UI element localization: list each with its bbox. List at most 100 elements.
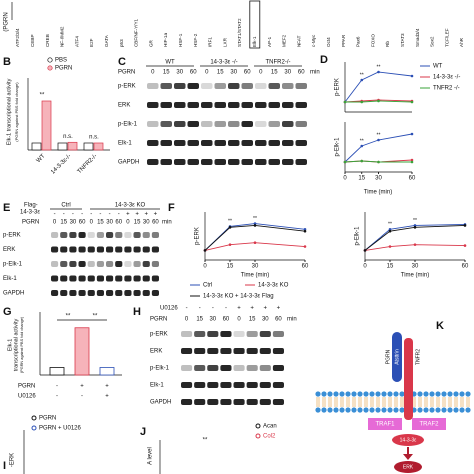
label: CREB [45,34,50,47]
label: TRAF2 [419,422,439,428]
label: HIF-1a [163,33,168,47]
label: 0 [53,220,57,226]
blot-band [60,261,68,267]
membrane-head [375,391,381,397]
blot-band [187,102,199,108]
label: Flag- [24,203,38,209]
membrane-head [441,407,447,413]
point [360,159,364,163]
membrane-head [321,391,327,397]
blot-band [60,290,68,296]
blot-band [228,140,240,146]
blot-band [69,275,77,282]
membrane-head [333,391,339,397]
blot-band [142,290,150,296]
label: NF-I/MM2 [60,26,65,47]
blot-band [160,121,172,127]
blot-band [181,382,193,388]
label: + [105,394,109,400]
label: 0 [363,264,367,270]
blot-band [241,159,253,165]
point [228,243,232,246]
label: (PGRN against PBS fold change) [14,82,19,142]
label: - [199,306,201,312]
point [410,160,414,164]
blot-band [194,365,206,371]
membrane-head [369,407,375,413]
label: p-Elk-1 [335,137,341,157]
point [343,160,347,164]
label: Time (min) [401,273,429,279]
adaptor [368,418,402,430]
label: 15 [387,264,394,270]
point [410,158,414,162]
blot-band [142,246,150,253]
blot-band [187,121,199,127]
blot-band [259,382,271,388]
label: ERK [3,247,15,253]
blot-band [106,246,114,253]
kinase [394,461,422,473]
blot-band [233,331,245,337]
label: 0 [259,70,263,76]
blot-band [151,261,159,267]
label: 60 [152,220,159,226]
label: 15 [217,70,224,76]
label: H [133,306,141,318]
label: I [3,460,6,472]
blot-band [207,331,219,337]
blot-band [96,290,104,296]
membrane-head [339,391,345,397]
label: K [436,320,444,332]
membrane-head [393,391,399,397]
label: - [212,306,214,312]
blot-band [246,331,258,337]
membrane-head [417,407,423,413]
blot-band [151,246,159,253]
label: PGRN [150,317,167,323]
blot-band [51,290,59,296]
label: ** [66,314,71,320]
membrane-head [357,407,363,413]
blot-band [87,275,95,282]
blot-band [60,275,68,282]
label: + [135,212,139,218]
label: 30 [284,70,291,76]
blot-band [142,275,150,282]
blot-band [194,399,206,405]
label: p-ERK [118,84,136,90]
membrane-head [429,391,435,397]
legend-marker [31,415,37,421]
label: + [250,306,254,312]
scaffold [392,434,424,446]
label: ** [228,219,232,225]
membrane-head [387,407,393,413]
label: Elk-1 [118,141,132,147]
label: 30 [252,264,259,270]
blot-band [255,159,267,165]
label: - [56,394,58,400]
label: p-ERK [3,233,21,239]
point [363,249,367,252]
label: Sox2 [430,36,435,47]
blot-band [220,331,232,337]
bar [99,367,115,376]
label: PPAR [341,34,346,47]
adaptor [412,418,446,430]
blot-band [181,331,193,337]
point [377,138,380,142]
point [253,224,257,227]
point [413,224,417,227]
label: - [72,212,74,218]
membrane-head [321,407,327,413]
label: TCF/LEF [444,28,449,47]
label: 30 [143,220,150,226]
blot-band [151,232,159,238]
blot-band [51,246,59,253]
blot-band [87,232,95,238]
bar [83,142,94,151]
blot-band [147,83,159,89]
label: - [56,384,58,390]
membrane-head [447,407,453,413]
blot-band [255,102,267,108]
